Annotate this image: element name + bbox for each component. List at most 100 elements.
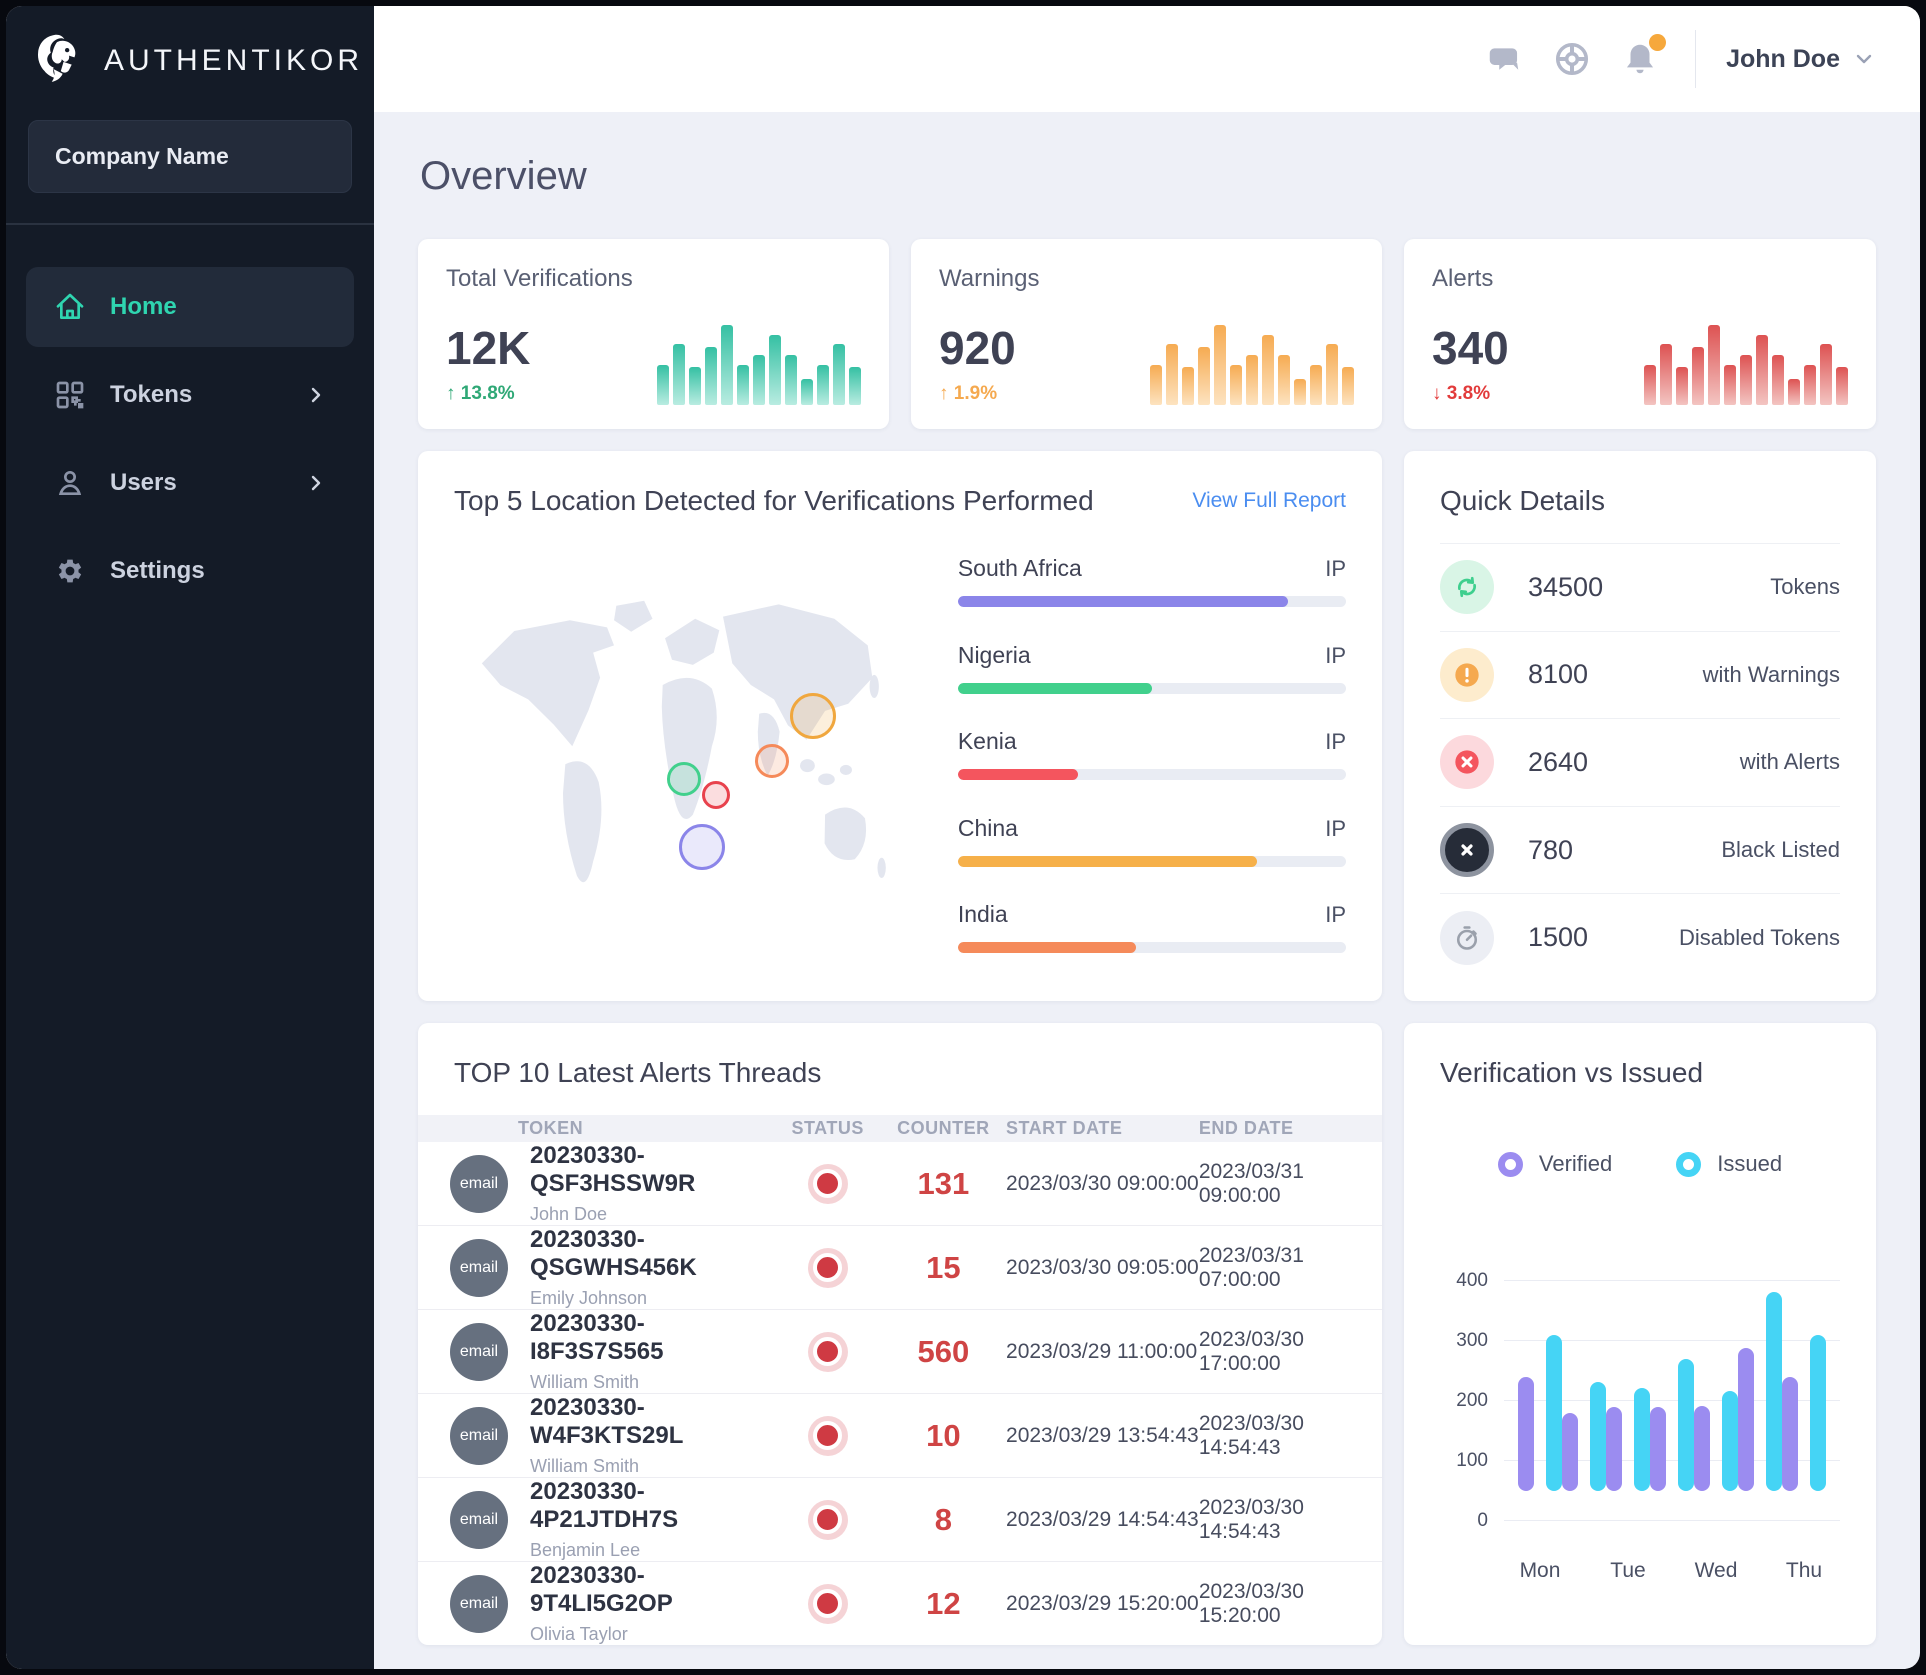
sparkline-bar	[833, 344, 845, 405]
notification-badge	[1649, 34, 1667, 51]
bar-issued	[1678, 1359, 1694, 1491]
sparkline-alerts	[1644, 323, 1848, 405]
location-name: South Africa	[957, 555, 1082, 581]
quick-value: 8100	[1528, 659, 1589, 690]
token-owner: Benjamin Lee	[530, 1540, 641, 1560]
table-row[interactable]: email 20230330-9T4LI5G2OP Olivia Taylor …	[418, 1562, 1382, 1645]
chart-legend: Verified Issued	[1440, 1151, 1840, 1177]
sidebar-item-users[interactable]: Users	[26, 443, 354, 523]
bar-issued	[1722, 1390, 1738, 1491]
table-row[interactable]: email 20230330-I8F3S7S565 William Smith …	[418, 1310, 1382, 1394]
gear-icon	[54, 555, 86, 587]
topbar-divider	[1695, 30, 1697, 88]
legend-issued: Issued	[1676, 1151, 1782, 1177]
chevron-down-icon	[1854, 49, 1874, 69]
stat-delta: ↑ 1.9%	[939, 383, 998, 404]
map-bubble	[666, 761, 701, 796]
bar-verified	[1562, 1413, 1578, 1491]
stat-value: 340	[1432, 322, 1509, 374]
bar-issued	[1766, 1291, 1782, 1491]
sparkline-bar	[1692, 346, 1704, 405]
sidebar: AUTHENTIKOR Company Name Home	[6, 6, 374, 1669]
token-owner: William Smith	[530, 1456, 640, 1476]
sidebar-item-settings[interactable]: Settings	[26, 531, 354, 611]
bell-icon[interactable]	[1621, 34, 1667, 78]
quick-row-alerts: 2640 with Alerts	[1440, 718, 1840, 806]
sparkline-bar	[849, 366, 861, 405]
grouped-bar-chart: 0 100 200 300 400 Mon Tue Wed Thu	[1440, 1270, 1840, 1583]
blacklist-icon	[1440, 823, 1494, 878]
chart-title: Verification vs Issued	[1440, 1057, 1704, 1088]
sidebar-item-label: Users	[110, 469, 177, 496]
bar-group	[1782, 1335, 1826, 1521]
y-axis-tick: 400	[1456, 1270, 1488, 1291]
token-id: 20230330-W4F3KTS29L	[530, 1394, 684, 1449]
sparkline-bar	[1230, 365, 1242, 405]
user-menu[interactable]: John Doe	[1726, 45, 1874, 74]
life-buoy-icon[interactable]	[1553, 40, 1591, 78]
qr-code-icon	[54, 379, 86, 411]
location-unit: IP	[1325, 902, 1346, 927]
quick-row-blacklisted: 780 Black Listed	[1440, 805, 1840, 894]
sparkline-bar	[705, 346, 717, 405]
location-row-china: China IP	[957, 815, 1346, 867]
x-axis-labels: Mon Tue Wed Thu	[1504, 1559, 1840, 1583]
sparkline-bar	[689, 367, 701, 405]
quick-row-warnings: 8100 with Warnings	[1440, 630, 1840, 719]
alert-status-icon	[807, 1499, 848, 1540]
stopwatch-icon	[1440, 910, 1494, 965]
quick-value: 2640	[1528, 746, 1589, 777]
brand-name: AUTHENTIKOR	[104, 44, 364, 77]
location-name: India	[957, 901, 1008, 927]
bar-verified	[1606, 1407, 1622, 1491]
world-map	[454, 577, 918, 937]
progress-fill	[957, 855, 1257, 867]
x-axis-label	[1562, 1559, 1606, 1583]
bar-group	[1694, 1390, 1738, 1521]
company-selector[interactable]: Company Name	[28, 120, 352, 193]
stat-delta: ↑ 13.8%	[446, 383, 515, 404]
view-full-report-link[interactable]: View Full Report	[1192, 489, 1346, 512]
bar-group	[1518, 1335, 1562, 1521]
sidebar-item-home[interactable]: Home	[26, 267, 354, 347]
email-avatar: email	[450, 1154, 508, 1213]
table-row[interactable]: email 20230330-W4F3KTS29L William Smith …	[418, 1394, 1382, 1478]
progress-fill	[957, 942, 1137, 953]
end-date: 2023/03/30 14:54:43	[1198, 1411, 1304, 1459]
main-area: John Doe Overview Total Verifications 12…	[374, 6, 1920, 1669]
stat-title: Total Verifications	[446, 265, 633, 292]
email-avatar: email	[450, 1238, 508, 1297]
sidebar-divider	[6, 223, 374, 225]
stat-title: Alerts	[1432, 265, 1494, 292]
sparkline-bar	[1326, 344, 1338, 405]
token-id: 20230330-I8F3S7S565	[530, 1310, 664, 1365]
legend-ring-icon	[1497, 1151, 1523, 1177]
end-date: 2023/03/30 14:54:43	[1198, 1495, 1304, 1543]
cross-circle-icon	[1440, 735, 1494, 790]
table-row[interactable]: email 20230330-QSGWHS456K Emily Johnson …	[418, 1226, 1382, 1310]
sidebar-item-label: Home	[110, 293, 177, 320]
bar-issued	[1546, 1335, 1562, 1491]
table-row[interactable]: email 20230330-QSF3HSSW9R John Doe 131 2…	[418, 1142, 1382, 1226]
quick-label: Tokens	[1770, 574, 1840, 600]
sparkline-bar	[1788, 378, 1800, 405]
progress-track	[957, 942, 1346, 953]
map-bubble	[702, 780, 731, 809]
x-axis-label: Mon	[1519, 1559, 1561, 1582]
table-row[interactable]: email 20230330-4P21JTDH7S Benjamin Lee 8…	[418, 1478, 1382, 1562]
counter-value: 15	[926, 1249, 961, 1285]
counter-value: 131	[917, 1165, 970, 1201]
sidebar-item-tokens[interactable]: Tokens	[26, 355, 354, 435]
chat-icon[interactable]	[1485, 40, 1523, 78]
sparkline-bar	[1772, 355, 1784, 405]
end-date: 2023/03/31 07:00:00	[1198, 1243, 1304, 1291]
location-unit: IP	[1325, 556, 1346, 581]
start-date: 2023/03/30 09:05:00	[1006, 1255, 1199, 1279]
app-window: AUTHENTIKOR Company Name Home	[6, 6, 1920, 1669]
quick-details-card: Quick Details 34500 Tokens	[1404, 451, 1876, 1001]
sparkline-bar	[1820, 344, 1832, 405]
progress-track	[957, 769, 1346, 780]
trend-up-icon: ↑	[939, 383, 949, 404]
stat-card-total-verifications: Total Verifications 12K ↑ 13.8%	[418, 239, 889, 429]
table-body: email 20230330-QSF3HSSW9R John Doe 131 2…	[418, 1142, 1382, 1645]
